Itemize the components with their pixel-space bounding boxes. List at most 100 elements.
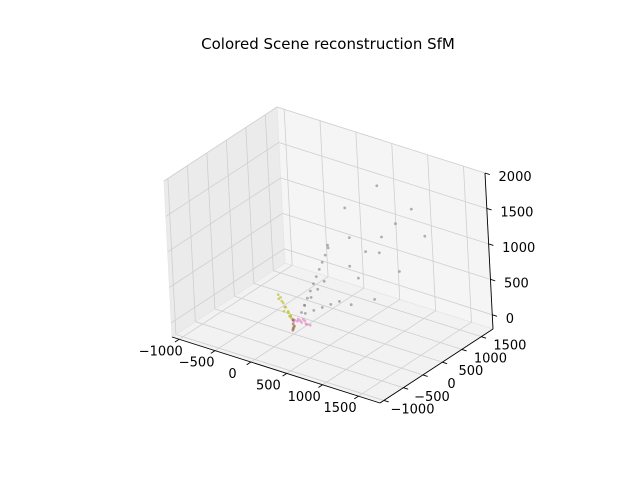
y-tick xyxy=(442,361,448,365)
axis-panes xyxy=(163,106,494,404)
x-axis-line xyxy=(171,336,381,404)
y-tick-label: 0 xyxy=(447,377,455,392)
y-tick xyxy=(422,374,428,377)
gridline-y xyxy=(273,270,482,338)
gridline-y xyxy=(225,140,235,297)
z-tick xyxy=(486,208,492,211)
x-tick xyxy=(282,373,288,377)
y-tick-label: −1000 xyxy=(390,403,434,418)
gridline-z xyxy=(165,142,280,217)
x-tick xyxy=(246,361,252,366)
data-point xyxy=(326,243,329,247)
data-point xyxy=(329,303,333,306)
x-tick xyxy=(354,395,359,400)
gridline-x xyxy=(463,166,472,323)
data-point xyxy=(364,250,367,254)
gridline-y xyxy=(186,165,196,322)
y-tick-label: −500 xyxy=(414,390,450,405)
x-tick xyxy=(210,350,216,354)
gridline-z xyxy=(163,106,278,182)
gridline-y xyxy=(245,127,255,284)
data-points xyxy=(276,184,427,332)
y-axis-line xyxy=(379,328,494,404)
data-point xyxy=(357,276,360,280)
data-point xyxy=(317,268,321,271)
x-tick-label: 0 xyxy=(228,367,236,382)
y-tick xyxy=(481,336,487,339)
gridline-y xyxy=(253,283,462,350)
z-tick-label: 1500 xyxy=(500,205,533,220)
data-point xyxy=(308,323,312,327)
data-point xyxy=(323,253,327,257)
data-point xyxy=(298,319,302,322)
gridline-z xyxy=(276,106,486,174)
gridline-x xyxy=(427,154,437,311)
gridline-y xyxy=(195,321,404,389)
gridline-x xyxy=(355,132,365,289)
gridline-y xyxy=(214,308,423,376)
gridline-z xyxy=(284,248,493,316)
z-tick xyxy=(490,278,496,282)
data-point xyxy=(305,323,309,326)
y-tick-label: 1500 xyxy=(493,339,526,354)
x-tick-label: −1000 xyxy=(139,344,183,359)
data-point xyxy=(288,314,291,318)
data-point xyxy=(291,318,295,322)
z-tick-label: 0 xyxy=(506,312,514,327)
x-tick xyxy=(318,384,323,388)
y-tick xyxy=(383,400,389,403)
gridline-z xyxy=(169,213,283,288)
z-axis-line xyxy=(484,172,494,330)
axis-lines xyxy=(171,172,494,404)
data-point xyxy=(380,235,383,239)
gridline-x xyxy=(322,310,436,386)
data-point xyxy=(279,296,282,299)
y-tick-label: 1000 xyxy=(474,351,507,366)
y-tick-label: 500 xyxy=(459,364,484,379)
data-point xyxy=(348,264,352,268)
x-tick xyxy=(174,338,180,343)
data-point xyxy=(309,296,313,299)
data-point xyxy=(300,311,303,314)
x-tick-label: 1500 xyxy=(324,401,357,416)
z-tick xyxy=(488,243,494,246)
data-point xyxy=(293,324,296,328)
data-point xyxy=(306,296,309,300)
gridline-x xyxy=(358,321,472,397)
data-point xyxy=(373,298,376,301)
x-tick-label: 1000 xyxy=(288,390,321,405)
data-point xyxy=(296,317,300,321)
data-point xyxy=(409,207,413,211)
data-point xyxy=(312,309,316,312)
gridline-z xyxy=(167,177,281,253)
z-tick-label: 2000 xyxy=(499,170,532,185)
data-point xyxy=(347,236,351,240)
data-point xyxy=(322,279,326,283)
data-point xyxy=(326,246,330,250)
gridline-y xyxy=(206,152,216,309)
gridline-z xyxy=(282,212,491,280)
z-tick-label: 1000 xyxy=(502,241,535,256)
data-point xyxy=(312,282,315,286)
x-tick-label: −500 xyxy=(179,356,215,371)
data-point xyxy=(320,306,324,309)
data-point xyxy=(287,311,290,315)
data-point xyxy=(343,206,347,210)
data-point xyxy=(377,251,381,255)
gridline-x xyxy=(283,109,293,266)
z-tick xyxy=(492,314,498,317)
gridline-z xyxy=(280,177,489,245)
data-point xyxy=(349,303,353,307)
x-tick-label: 500 xyxy=(256,378,281,393)
data-point xyxy=(282,309,286,313)
data-point xyxy=(289,316,293,320)
gridline-x xyxy=(286,299,400,374)
tick-marks xyxy=(174,172,498,403)
data-point xyxy=(398,270,401,273)
z-tick xyxy=(484,172,490,175)
data-point xyxy=(375,184,379,188)
gridline-x xyxy=(178,264,293,340)
gridline-x xyxy=(214,276,329,351)
